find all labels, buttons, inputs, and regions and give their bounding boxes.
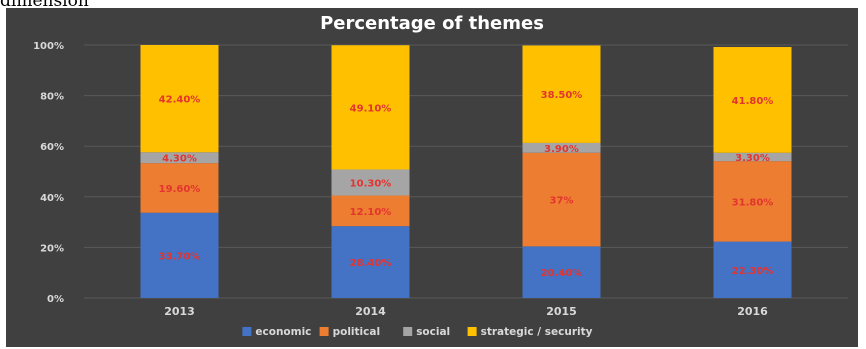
legend-label: strategic / security	[481, 326, 593, 338]
y-tick-label: 0%	[47, 294, 64, 305]
data-label: 37%	[550, 196, 574, 207]
y-tick-label: 80%	[40, 92, 64, 103]
y-axis-ticks: 0% 20% 40% 60% 80% 100%	[33, 41, 64, 305]
data-label: 49.10%	[350, 103, 392, 114]
legend-swatch	[467, 327, 477, 336]
legend-swatch	[319, 327, 329, 336]
bar-segment-economic-2015	[522, 246, 601, 298]
data-label: 28.40%	[350, 258, 392, 269]
y-tick-label: 40%	[40, 193, 64, 204]
data-label: 31.80%	[732, 197, 774, 208]
legend-swatch	[403, 327, 413, 336]
x-tick-label: 2016	[737, 305, 768, 318]
bar-segment-economic-2013	[140, 212, 219, 298]
x-tick-label: 2014	[355, 305, 386, 318]
y-tick-label: 60%	[40, 142, 64, 153]
stacked-bar-chart: Percentage of themes 0%20%40%60%80%100% …	[33, 13, 848, 338]
bar-segment-political-2016	[713, 161, 792, 242]
bar-segment-social-2013	[140, 152, 219, 164]
bar-segment-political-2013	[140, 163, 219, 213]
data-label: 3.30%	[735, 153, 770, 164]
data-label: 4.30%	[162, 154, 197, 165]
x-tick-label: 2015	[546, 305, 577, 318]
legend: economic political social strategic / secur…	[242, 326, 593, 338]
y-tick-label: 20%	[40, 243, 64, 254]
data-label: 42.40%	[159, 95, 201, 106]
bar-segment-strategic-security-2013	[140, 45, 219, 153]
bar-segment-social-2014	[331, 169, 410, 196]
data-label: 3.90%	[544, 144, 579, 155]
bars	[140, 45, 792, 298]
x-axis-ticks: 2013 2014 2015 2016	[164, 305, 768, 318]
data-label: 41.80%	[732, 96, 774, 107]
bar-segment-strategic-security-2015	[522, 45, 601, 143]
bar-segment-political-2014	[331, 195, 410, 227]
bar-segment-social-2016	[713, 152, 792, 162]
bar-segment-strategic-security-2014	[331, 45, 410, 170]
bar-segment-strategic-security-2016	[713, 47, 792, 153]
chart-title: Percentage of themes	[320, 13, 544, 34]
data-label: 19.60%	[159, 184, 201, 195]
legend-label: political	[333, 326, 380, 338]
page-header-text: dimension	[0, 0, 89, 11]
y-tick-label: 100%	[33, 41, 64, 52]
bar-segment-political-2015	[522, 152, 601, 247]
legend-label: social	[416, 326, 450, 338]
legend-label: economic	[255, 326, 311, 338]
data-label: 22.30%	[732, 266, 774, 277]
data-labels: 33.70% 19.60% 4.30% 42.40% 28.40% 12.10% 10.30…	[159, 90, 774, 279]
data-label: 12.10%	[350, 207, 392, 218]
bar-segment-economic-2014	[331, 226, 410, 298]
data-label: 33.70%	[159, 251, 201, 262]
data-label: 20.40%	[541, 268, 583, 279]
bar-segment-economic-2016	[713, 241, 792, 298]
chart-panel: Percentage of themes 0% 20% 40% 60% 80% 100% …	[6, 8, 858, 347]
x-tick-label: 2013	[164, 305, 195, 318]
data-label: 10.30%	[350, 179, 392, 190]
data-label: 38.50%	[541, 90, 583, 101]
bar-segment-social-2015	[522, 142, 601, 153]
legend-swatch	[242, 327, 252, 336]
